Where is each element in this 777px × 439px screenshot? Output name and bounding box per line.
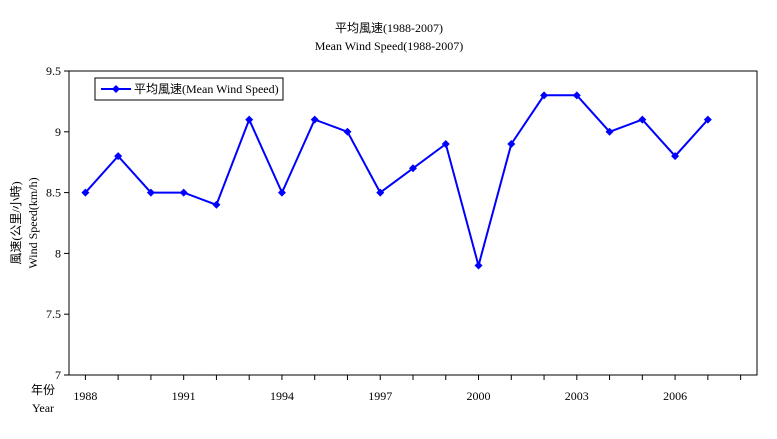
x-tick-label: 1994 — [270, 389, 294, 403]
y-tick-label: 7 — [55, 368, 61, 382]
data-point — [245, 115, 254, 124]
x-tick-label: 2000 — [467, 389, 491, 403]
x-axis-label-chinese: 年份 — [31, 383, 55, 397]
series-layer — [81, 91, 712, 270]
x-axis: 1988 1991 1994 1997 2000 2003 2006 — [73, 375, 742, 403]
series-line — [84, 94, 709, 270]
data-point — [441, 139, 450, 148]
data-point — [638, 115, 647, 124]
data-point — [474, 261, 483, 270]
data-point — [81, 188, 90, 197]
plot-area — [68, 70, 758, 376]
x-tick-label: 1997 — [368, 389, 392, 403]
data-point — [114, 152, 123, 161]
data-point — [409, 164, 417, 173]
data-point — [540, 91, 549, 100]
y-tick-label: 8 — [55, 246, 61, 260]
data-point — [376, 188, 385, 197]
data-point — [277, 188, 286, 197]
chart-subtitle: Mean Wind Speed(1988-2007) — [315, 39, 464, 53]
data-point — [310, 115, 319, 124]
x-tick-label: 1991 — [172, 389, 196, 403]
legend-box — [94, 77, 284, 101]
x-tick-label: 1988 — [73, 389, 97, 403]
data-point — [507, 139, 516, 148]
data-point — [605, 127, 614, 136]
legend-label: 平均風速(Mean Wind Speed) — [134, 82, 279, 96]
x-tick-label: 2003 — [565, 389, 589, 403]
y-axis: 7 7.5 8 8.5 9 9.5 — [46, 64, 69, 382]
y-tick-label: 7.5 — [46, 307, 61, 321]
y-axis-label-chinese: 風速(公里/小時) — [9, 181, 23, 264]
data-point — [146, 188, 155, 197]
x-tick-label: 2006 — [663, 389, 687, 403]
data-point — [572, 91, 581, 100]
legend-marker — [112, 85, 120, 93]
y-axis-label-english: Wind Speed(km/h) — [26, 177, 40, 268]
chart-title: 平均風速(1988-2007) — [335, 21, 443, 35]
x-axis-label-english: Year — [32, 401, 54, 415]
data-point — [671, 152, 680, 161]
legend: 平均風速(Mean Wind Speed) — [94, 77, 284, 101]
y-tick-label: 8.5 — [46, 186, 61, 200]
data-point — [212, 200, 221, 209]
y-tick-label: 9 — [55, 125, 61, 139]
data-point — [343, 127, 352, 136]
data-point — [703, 115, 712, 124]
y-axis-title: 風速(公里/小時) Wind Speed(km/h) — [9, 177, 40, 268]
y-tick-label: 9.5 — [46, 64, 61, 78]
data-point — [179, 188, 188, 197]
